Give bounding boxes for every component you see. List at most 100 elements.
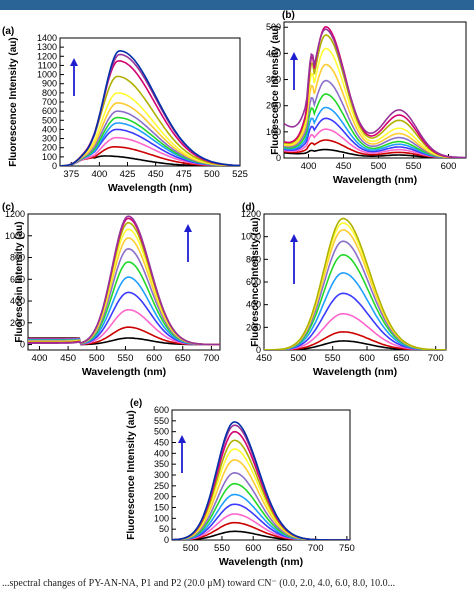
y-tick-label: 700: [42, 97, 57, 107]
header-bar: [0, 0, 474, 10]
x-tick-label: 750: [339, 543, 355, 554]
x-tick-label: 500: [371, 161, 387, 172]
x-tick-label: 500: [183, 543, 199, 554]
series-line: [60, 49, 240, 166]
y-tick-label: 400: [246, 300, 261, 310]
y-tick-label: 0: [256, 345, 261, 355]
series-line: [264, 253, 446, 350]
x-tick-label: 550: [325, 353, 341, 364]
y-tick-label: 1200: [37, 51, 57, 61]
panel-label: (b): [282, 10, 295, 21]
x-tick-label: 525: [232, 169, 248, 180]
y-tick-label: 600: [10, 274, 25, 284]
x-axis-label: Wavelength (nm): [108, 182, 192, 194]
x-tick-label: 650: [393, 353, 409, 364]
y-tick-label: 400: [10, 296, 25, 306]
y-tick-label: 550: [154, 416, 169, 426]
panel-d: 450 500 550 600 650 700 0 200 400 600 800 1000 1200 W…: [241, 202, 447, 378]
y-tick-label: 0: [52, 161, 57, 171]
x-tick-label: 400: [301, 161, 317, 172]
y-tick-label: 0: [164, 535, 169, 545]
y-tick-label: 600: [246, 277, 261, 287]
x-tick-label: 400: [32, 353, 48, 364]
x-tick-label: 550: [118, 353, 134, 364]
x-tick-label: 600: [245, 543, 261, 554]
x-tick-label: 700: [308, 543, 324, 554]
y-tick-label: 1000: [37, 70, 57, 80]
y-tick-label: 200: [42, 143, 57, 153]
y-tick-label: 600: [154, 405, 169, 415]
x-tick-label: 450: [336, 161, 352, 172]
x-tick-label: 600: [359, 353, 375, 364]
y-tick-label: 100: [266, 127, 281, 137]
series-line: [264, 312, 446, 350]
y-axis-label: Fluorescence Intensity (au): [250, 217, 261, 346]
y-tick-label: 150: [154, 503, 169, 513]
series-group: [172, 421, 350, 540]
y-tick-label: 300: [154, 470, 169, 480]
x-tick-label: 425: [120, 169, 136, 180]
arrow-head: [184, 224, 192, 232]
y-tick-label: 500: [266, 22, 281, 32]
x-tick-label: 450: [148, 169, 164, 180]
y-tick-label: 500: [42, 115, 57, 125]
series-line: [28, 247, 220, 346]
y-tick-label: 500: [154, 427, 169, 437]
x-tick-label: 500: [290, 353, 306, 364]
y-tick-label: 800: [42, 88, 57, 98]
series-line: [28, 261, 220, 346]
series-group: [264, 217, 446, 350]
y-tick-label: 300: [266, 75, 281, 85]
y-tick-label: 1000: [241, 232, 261, 242]
axes-frame: [283, 21, 467, 159]
figure-caption: ...spectral changes of PY-AN-NA, P1 and …: [2, 578, 396, 589]
x-axis-label: Wavelength (nm): [333, 174, 417, 186]
arrow-head: [290, 52, 298, 60]
y-tick-label: 900: [42, 79, 57, 89]
y-tick-label: 600: [42, 106, 57, 116]
x-axis-label: Wavelength (nm): [82, 366, 166, 378]
panel-b: 400 450 500 550 600 0 100 200 300 400 500 Wavelengt…: [266, 10, 467, 186]
y-axis-label: Fluorescence Intensity (au): [270, 25, 281, 154]
y-tick-label: 50: [159, 524, 169, 534]
y-tick-label: 800: [10, 253, 25, 263]
x-tick-label: 600: [441, 161, 457, 172]
y-tick-label: 400: [42, 124, 57, 134]
x-tick-label: 700: [428, 353, 444, 364]
x-tick-label: 475: [176, 169, 192, 180]
series-line: [172, 530, 350, 540]
y-tick-label: 400: [266, 48, 281, 58]
series-line: [28, 291, 220, 346]
y-tick-label: 800: [246, 254, 261, 264]
y-tick-label: 1000: [5, 231, 25, 241]
x-tick-label: 500: [204, 169, 220, 180]
y-tick-label: 1100: [38, 60, 57, 70]
panel-c: 400 450 500 550 600 650 700 0 200 400 600 800 1000 12…: [2, 202, 221, 378]
y-tick-label: 300: [42, 134, 57, 144]
panel-label: (e): [130, 398, 142, 409]
y-tick-label: 400: [154, 448, 169, 458]
series-line: [264, 217, 446, 350]
y-tick-label: 1200: [241, 209, 261, 219]
x-tick-label: 500: [89, 353, 105, 364]
x-axis-label: Wavelength (nm): [313, 366, 397, 378]
y-tick-label: 200: [246, 322, 261, 332]
axes-frame: [27, 213, 221, 351]
x-tick-label: 550: [214, 543, 230, 554]
y-axis-label: Fluorescence Intensity (au): [126, 410, 137, 539]
y-tick-label: 200: [10, 318, 25, 328]
series-line: [172, 521, 350, 540]
series-group: [60, 49, 240, 166]
series-line: [264, 229, 446, 350]
y-tick-label: 0: [276, 153, 281, 163]
axes-frame: [59, 37, 241, 167]
x-tick-label: 650: [175, 353, 191, 364]
x-tick-label: 450: [256, 353, 272, 364]
x-tick-label: 600: [146, 353, 162, 364]
y-tick-label: 1300: [37, 42, 57, 52]
panel-a: 375 400 425 450 475 500 5250100200300400500600…: [2, 26, 248, 194]
arrow-head: [178, 435, 186, 443]
y-tick-label: 100: [154, 513, 169, 523]
y-tick-label: 450: [154, 438, 169, 448]
series-line: [172, 513, 350, 540]
